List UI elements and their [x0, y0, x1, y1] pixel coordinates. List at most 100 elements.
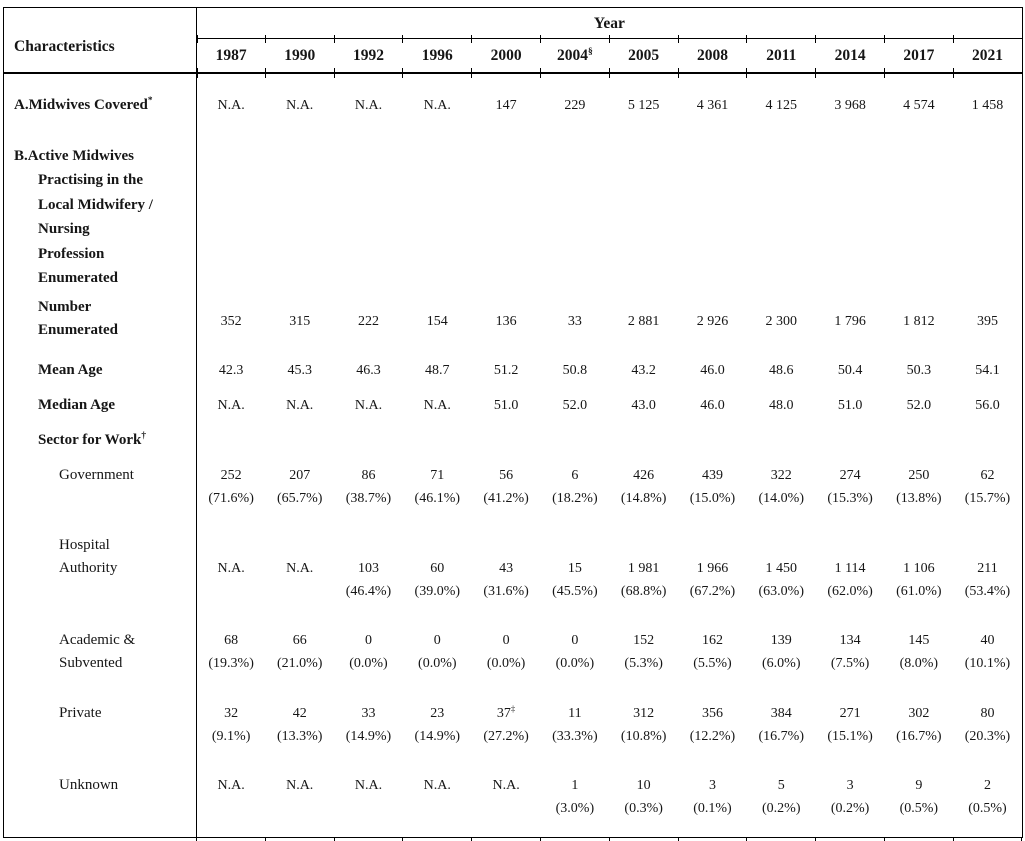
row-sector-for-work: Sector for Work†	[3, 422, 1023, 458]
cell-number-enumerated-1996: 154	[426, 314, 448, 329]
cell-sector-private-1992: 33 (14.9%)	[345, 705, 392, 744]
year-col-1996: 1996	[402, 34, 472, 77]
cell-number-enumerated-1992: 222	[357, 314, 379, 329]
cell-sector-hospital-authority-2000: 43 (31.6%)	[483, 560, 529, 599]
cell-number-enumerated-2005: 2 881	[627, 314, 660, 329]
cell-sector-academic-subvented-2000: 0 (0.0%)	[486, 632, 526, 671]
cell-sector-hospital-authority-1992: 103 (46.4%)	[345, 560, 392, 599]
cell-sector-hospital-authority-2017: 1 106 (61.0%)	[896, 560, 942, 599]
empty-cells-active-midwives-heading	[197, 137, 1023, 291]
cell-sector-government-2008: 439 (15.0%)	[689, 467, 736, 506]
row-mean-age: Mean Age 42.3 45.3 46.3 48.7 51.2 50.8 43.2 46.0…	[3, 352, 1023, 388]
row-sector-hospital-authority: Hospital Authority N.A. N.A. 103 (46.4%) 60 (39…	[3, 527, 1023, 623]
cell-median-age-2014: 51.0	[837, 397, 863, 413]
cell-median-age-2021: 56.0	[975, 397, 1000, 413]
cell-median-age-2011: 48.0	[769, 397, 794, 413]
year-col-1990: 1990	[264, 34, 335, 77]
row-number-enumerated: Number Enumerated 352 315 222 154 136 33 2 881 2 …	[3, 290, 1023, 353]
cell-mean-age-2005: 43.2	[631, 362, 656, 378]
year-col-2004: 2004§	[539, 34, 610, 77]
cell-sector-hospital-authority-2021: 211 (53.4%)	[964, 560, 1011, 599]
cell-number-enumerated-2008: 2 926	[696, 314, 729, 329]
cell-mean-age-2021: 54.1	[975, 362, 1000, 378]
label-sector-private: Private	[3, 697, 197, 768]
cell-sector-private-1987: 32 (9.1%)	[211, 705, 251, 744]
cell-sector-private-1990: 42 (13.3%)	[276, 705, 323, 744]
cell-number-enumerated-1990: 315	[289, 314, 311, 329]
year-col-2011: 2011	[746, 34, 816, 77]
cell-sector-government-1990: 207 (65.7%)	[276, 467, 323, 506]
cell-sector-government-2011: 322 (14.0%)	[758, 467, 805, 506]
cell-sector-private-2021: 80 (20.3%)	[964, 705, 1011, 744]
cell-midwives-covered-2000: 147	[495, 97, 517, 113]
cell-sector-private-2011: 384 (16.7%)	[758, 705, 805, 744]
cell-sector-hospital-authority-2014: 1 114 (62.0%)	[827, 560, 873, 599]
year-col-2014: 2014	[815, 34, 885, 77]
label-median-age: Median Age	[3, 387, 197, 423]
label-sector-for-work: Sector for Work†	[3, 422, 197, 458]
cell-median-age-2008: 46.0	[700, 397, 725, 413]
cell-sector-academic-subvented-1996: 0 (0.0%)	[418, 632, 457, 671]
label-active-midwives-heading: B.Active Midwives Practising in the Local …	[3, 136, 197, 291]
year-col-1992: 1992	[333, 34, 403, 77]
cell-sector-unknown-2021: 2 (0.5%)	[953, 768, 1023, 841]
cell-midwives-covered-2021: 1 458	[971, 97, 1004, 113]
cell-number-enumerated-2004: 33	[567, 314, 582, 329]
year-group-header: Year	[196, 7, 1023, 39]
cell-median-age-2004: 52.0	[562, 397, 588, 413]
year-col-2008: 2008	[677, 34, 747, 77]
label-sector-academic-subvented: Academic & Subvented	[3, 622, 197, 698]
cell-median-age-2005: 43.0	[631, 397, 656, 413]
cell-sector-private-2004: 11 (33.3%)	[552, 705, 598, 744]
cell-midwives-covered-1992: N.A.	[354, 97, 383, 113]
cell-number-enumerated-2014: 1 796	[834, 314, 866, 329]
cell-sector-government-1992: 86 (38.7%)	[345, 467, 392, 506]
cell-sector-academic-subvented-2021: 40 (10.1%)	[964, 632, 1011, 671]
cell-sector-academic-subvented-1992: 0 (0.0%)	[349, 632, 388, 671]
cell-sector-hospital-authority-1990: N.A.	[286, 560, 314, 576]
cell-sector-unknown-2004: 1 (3.0%)	[540, 768, 610, 841]
cell-midwives-covered-1987: N.A.	[217, 97, 245, 113]
cell-sector-private-2008: 356 (12.2%)	[689, 705, 736, 744]
cell-midwives-covered-2017: 4 574	[903, 97, 935, 113]
empty-cells-sector-for-work	[197, 423, 1023, 458]
cell-sector-unknown-1996: N.A.	[403, 768, 472, 841]
year-col-2017: 2017	[883, 34, 954, 77]
row-sector-academic-subvented: Academic & Subvented 68 (19.3%) 66 (21.0%) 0 (0…	[3, 622, 1023, 698]
cell-mean-age-1990: 45.3	[287, 362, 312, 378]
cell-sector-academic-subvented-1990: 66 (21.0%)	[276, 632, 323, 671]
cell-median-age-1987: N.A.	[217, 397, 245, 413]
cell-median-age-1990: N.A.	[286, 397, 314, 413]
cell-mean-age-1996: 48.7	[425, 362, 450, 378]
row-sector-unknown: Unknown N.A. N.A. N.A. N.A. N.A. 1 (3.0%) 10 (0.3…	[3, 767, 1023, 841]
cell-sector-academic-subvented-2004: 0 (0.0%)	[555, 632, 595, 671]
cell-mean-age-1987: 42.3	[218, 362, 244, 378]
cell-midwives-covered-1990: N.A.	[286, 97, 314, 113]
cell-number-enumerated-2000: 136	[495, 314, 517, 329]
label-sector-government: Government	[3, 457, 197, 528]
cell-sector-academic-subvented-2011: 139 (6.0%)	[762, 632, 801, 671]
cell-sector-private-2014: 271 (15.1%)	[827, 705, 873, 744]
year-col-2005: 2005	[608, 34, 679, 77]
cell-sector-academic-subvented-2005: 152 (5.3%)	[624, 632, 663, 671]
row-sector-government: Government 252 (71.6%) 207 (65.7%) 86 (38.7%) 7…	[3, 457, 1023, 528]
cell-sector-hospital-authority-1987: N.A.	[217, 560, 245, 576]
cell-sector-unknown-2014: 3 (0.2%)	[816, 768, 885, 841]
row-midwives-covered: A.Midwives Covered* N.A. N.A. N.A. N.A. 147 22…	[3, 72, 1023, 137]
cell-sector-unknown-2017: 9 (0.5%)	[884, 768, 954, 841]
characteristics-header: Characteristics	[3, 7, 197, 74]
row-sector-private: Private 32 (9.1%) 42 (13.3%) 33 (14.9%) 23 (14.9…	[3, 697, 1023, 768]
cell-number-enumerated-2017: 1 812	[903, 314, 935, 329]
cell-mean-age-2014: 50.4	[837, 362, 863, 378]
cell-mean-age-1992: 46.3	[356, 362, 381, 378]
cell-midwives-covered-1996: N.A.	[423, 97, 451, 113]
cell-mean-age-2011: 48.6	[769, 362, 794, 378]
cell-sector-private-2000: 37‡ (27.2%)	[483, 702, 529, 744]
cell-sector-unknown-2000: N.A.	[472, 768, 541, 841]
cell-mean-age-2004: 50.8	[562, 362, 588, 378]
cell-sector-government-2017: 250 (13.8%)	[896, 467, 942, 506]
label-mean-age: Mean Age	[3, 352, 197, 388]
cell-sector-unknown-2005: 10 (0.3%)	[609, 768, 679, 841]
cell-sector-academic-subvented-2008: 162 (5.5%)	[693, 632, 732, 671]
